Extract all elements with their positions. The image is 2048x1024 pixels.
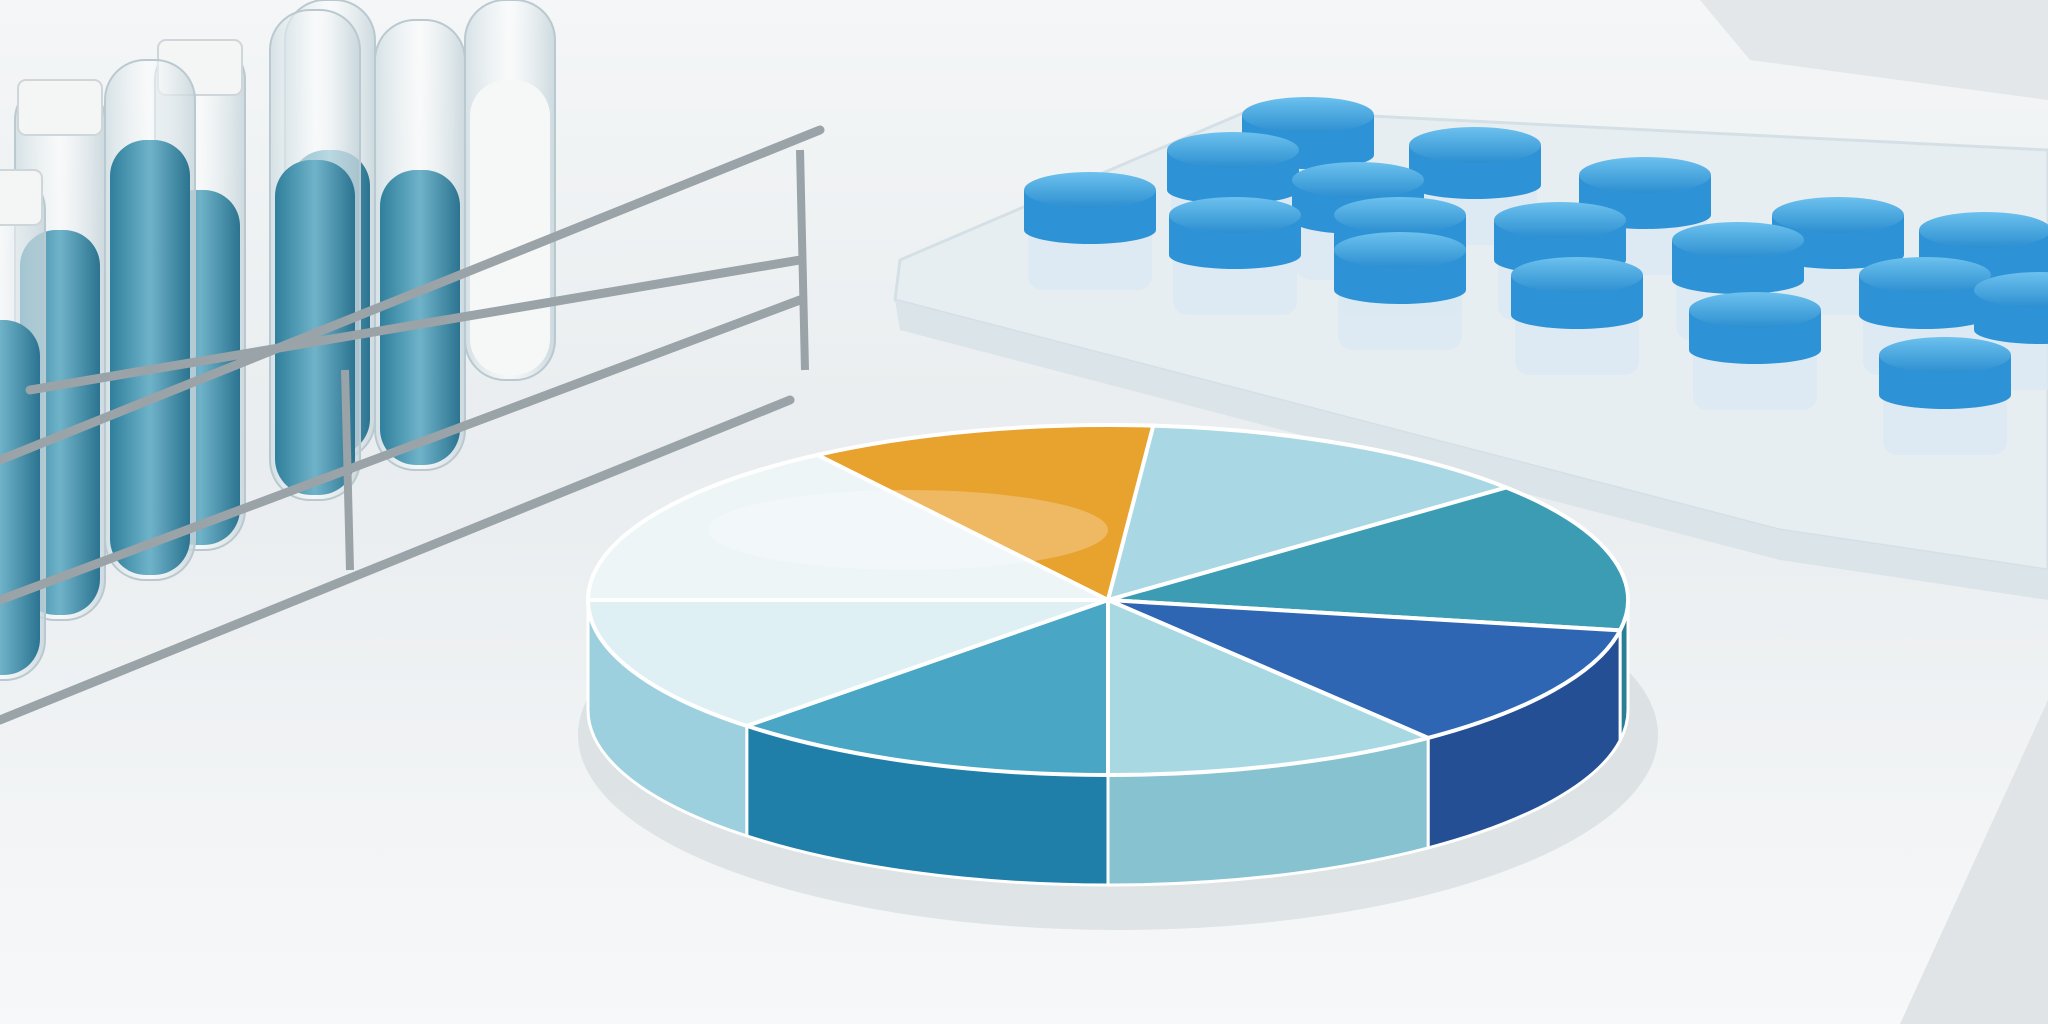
vial-cap-top <box>1409 127 1541 163</box>
tube-liquid <box>275 160 355 495</box>
vial-cap-top <box>1334 197 1466 233</box>
tray-edge <box>895 300 2048 600</box>
rack-post <box>796 149 809 371</box>
wall <box>1700 0 2048 100</box>
vial-cap-bottom <box>1879 381 2011 409</box>
tube-cap <box>0 169 43 226</box>
vial-cap-top <box>1919 212 2048 248</box>
table-edge <box>1900 700 2048 1024</box>
vial-cap-top <box>1879 337 2011 373</box>
tube-liquid <box>0 320 40 675</box>
pie-slice-top <box>586 452 1110 602</box>
vial-cap-bottom <box>1167 176 1299 204</box>
vial-cap-top <box>1672 222 1804 258</box>
rack-wire <box>0 395 795 725</box>
rack-post <box>341 369 354 571</box>
vial-cap-bottom <box>1772 241 1904 269</box>
vial-cap-top <box>1494 202 1626 238</box>
pie-slice-top <box>1106 485 1630 633</box>
vial-cap-top <box>1579 157 1711 193</box>
rack-wire <box>25 255 805 395</box>
vial-cap-top <box>1334 232 1466 268</box>
pie-slice-top <box>586 598 1110 728</box>
vial-cap-bottom <box>1859 301 1991 329</box>
tube-liquid <box>380 170 460 465</box>
vial-cap-top <box>1169 197 1301 233</box>
vial-cap-top <box>1511 257 1643 293</box>
rack-wire <box>0 125 825 465</box>
vial-cap-bottom <box>1511 301 1643 329</box>
pie-slice-top <box>1106 598 1623 740</box>
vial-cap-bottom <box>1974 316 2048 344</box>
vial-cap-bottom <box>1334 276 1466 304</box>
pie-slice-top <box>744 598 1110 777</box>
tube-liquid <box>110 140 190 575</box>
pie-slice-top <box>1106 423 1509 602</box>
pie-gloss <box>708 490 1108 570</box>
vial-cap-bottom <box>1169 241 1301 269</box>
vial-cap-bottom <box>1689 336 1821 364</box>
vial-cap-top <box>1242 97 1374 133</box>
pie-slice-top <box>1106 598 1431 777</box>
tube-rack <box>0 0 825 725</box>
vial-cap-top <box>1859 257 1991 293</box>
pie-model <box>578 423 1658 930</box>
vial-cap-top <box>1689 292 1821 328</box>
vial-tray <box>893 97 2048 600</box>
tube-cap <box>17 79 103 136</box>
vial-cap-bottom <box>1409 171 1541 199</box>
vial-cap-top <box>1167 132 1299 168</box>
vial-cap-bottom <box>1672 266 1804 294</box>
vial-cap-top <box>1292 162 1424 198</box>
vial-cap-top <box>1772 197 1904 233</box>
tube-liquid <box>470 80 550 375</box>
vial-cap-top <box>1974 272 2048 308</box>
pie-slice-top <box>815 423 1156 602</box>
rack-wire <box>0 295 805 605</box>
vial-cap-top <box>1024 172 1156 208</box>
vial-cap-bottom <box>1024 216 1156 244</box>
